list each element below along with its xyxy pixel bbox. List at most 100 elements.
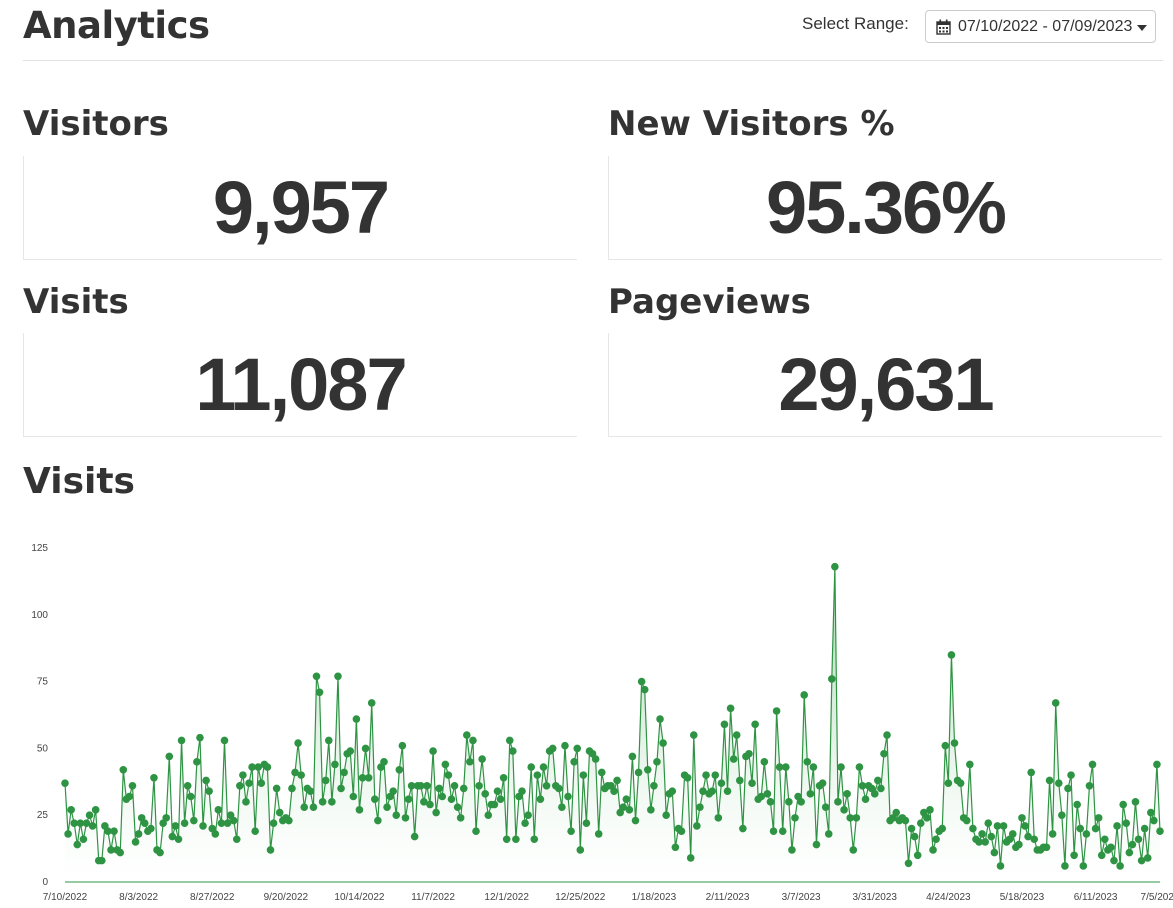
data-point[interactable] [337, 784, 345, 793]
data-point[interactable] [193, 757, 201, 766]
data-point[interactable] [622, 795, 631, 803]
data-point[interactable] [493, 787, 502, 795]
data-point[interactable] [1113, 822, 1121, 830]
data-point[interactable] [367, 699, 376, 707]
data-point[interactable] [932, 835, 940, 844]
data-point[interactable] [441, 760, 450, 769]
data-point[interactable] [548, 744, 557, 753]
data-point[interactable] [104, 827, 112, 836]
data-point[interactable] [435, 784, 444, 793]
data-point[interactable] [735, 776, 744, 785]
data-point[interactable] [558, 803, 566, 811]
data-point[interactable] [223, 819, 232, 828]
data-point[interactable] [186, 792, 195, 801]
data-point[interactable] [174, 835, 183, 844]
data-point[interactable] [613, 776, 621, 785]
data-point[interactable] [70, 819, 78, 828]
data-point[interactable] [291, 768, 299, 777]
data-point[interactable] [723, 787, 732, 795]
data-point[interactable] [650, 782, 658, 790]
data-point[interactable] [398, 741, 407, 750]
data-point[interactable] [263, 763, 272, 771]
data-point[interactable] [499, 773, 508, 782]
data-point[interactable] [180, 819, 189, 828]
data-point[interactable] [125, 792, 134, 801]
data-point[interactable] [73, 840, 82, 849]
data-point[interactable] [202, 776, 210, 785]
data-point[interactable] [717, 779, 726, 787]
data-point[interactable] [364, 773, 373, 782]
data-point[interactable] [254, 763, 263, 771]
data-point[interactable] [1091, 824, 1100, 833]
data-point[interactable] [128, 782, 137, 790]
date-range-picker[interactable]: 07/10/2022 - 07/09/2023 [925, 10, 1156, 43]
data-point[interactable] [140, 819, 149, 828]
data-point[interactable] [901, 816, 910, 825]
data-point[interactable] [745, 749, 753, 758]
data-point[interactable] [98, 856, 106, 865]
data-point[interactable] [916, 819, 925, 828]
data-point[interactable] [242, 798, 250, 806]
data-point[interactable] [420, 798, 428, 806]
data-point[interactable] [1116, 862, 1124, 870]
data-point[interactable] [858, 782, 867, 790]
data-point[interactable] [904, 859, 913, 868]
data-point[interactable] [275, 808, 284, 817]
data-point[interactable] [962, 816, 971, 825]
data-point[interactable] [1134, 835, 1143, 844]
data-point[interactable] [969, 824, 977, 833]
data-point[interactable] [370, 795, 379, 803]
data-point[interactable] [177, 736, 186, 745]
data-point[interactable] [288, 784, 296, 793]
data-point[interactable] [637, 677, 646, 686]
data-point[interactable] [1082, 830, 1091, 838]
data-point[interactable] [463, 731, 471, 739]
data-point[interactable] [671, 843, 680, 852]
data-point[interactable] [726, 704, 735, 713]
data-point[interactable] [874, 776, 882, 785]
data-point[interactable] [696, 803, 704, 811]
data-point[interactable] [334, 672, 342, 681]
data-point[interactable] [996, 862, 1005, 870]
data-point[interactable] [760, 757, 769, 766]
data-point[interactable] [1100, 835, 1109, 844]
data-point[interactable] [410, 832, 419, 841]
data-point[interactable] [625, 806, 634, 814]
data-point[interactable] [496, 795, 505, 803]
data-point[interactable] [659, 739, 667, 747]
data-point[interactable] [720, 720, 729, 729]
data-point[interactable] [294, 739, 302, 747]
data-point[interactable] [380, 757, 388, 766]
data-point[interactable] [693, 822, 701, 830]
data-point[interactable] [1131, 798, 1140, 806]
data-point[interactable] [509, 747, 517, 755]
data-point[interactable] [763, 790, 772, 798]
data-point[interactable] [640, 685, 649, 694]
data-point[interactable] [993, 822, 1002, 830]
data-point[interactable] [1122, 819, 1131, 828]
data-point[interactable] [846, 814, 855, 822]
data-point[interactable] [324, 736, 333, 745]
data-point[interactable] [340, 768, 348, 777]
data-point[interactable] [245, 779, 253, 787]
data-point[interactable] [315, 688, 324, 697]
data-point[interactable] [570, 757, 578, 766]
data-point[interactable] [837, 763, 845, 771]
data-point[interactable] [1150, 816, 1158, 825]
data-point[interactable] [423, 782, 431, 790]
data-point[interactable] [1085, 782, 1094, 790]
data-point[interactable] [536, 795, 545, 803]
data-point[interactable] [597, 768, 606, 777]
data-point[interactable] [689, 731, 698, 739]
data-point[interactable] [358, 773, 367, 782]
data-point[interactable] [775, 763, 784, 771]
data-point[interactable] [521, 819, 529, 828]
data-point[interactable] [947, 651, 956, 659]
data-point[interactable] [610, 787, 618, 795]
data-point[interactable] [818, 779, 827, 787]
data-point[interactable] [426, 800, 434, 809]
data-point[interactable] [456, 814, 465, 822]
data-point[interactable] [978, 830, 986, 838]
data-point[interactable] [272, 784, 281, 793]
data-point[interactable] [110, 827, 118, 836]
